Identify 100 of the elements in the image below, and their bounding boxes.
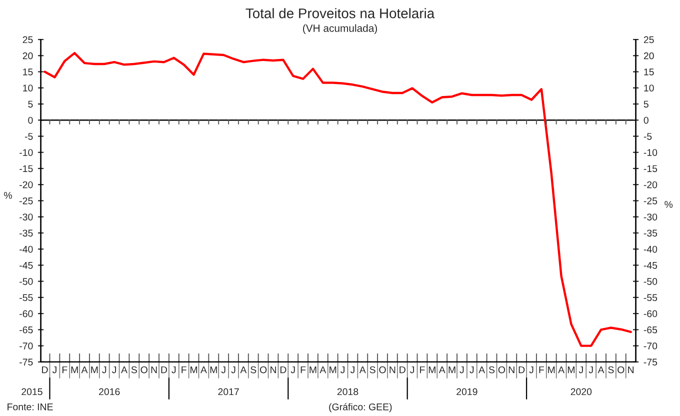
x-tick-label: D xyxy=(161,366,168,374)
x-tick-label: J xyxy=(410,366,414,374)
x-tick-label: M xyxy=(330,366,336,374)
text: 2019 xyxy=(456,388,478,396)
x-tick-label: A xyxy=(558,366,565,374)
y-tick-label: 25 xyxy=(22,36,33,44)
y2-tick-label: -10 xyxy=(644,149,658,156)
y2-tick-label: 10 xyxy=(644,84,654,92)
x-tick-label: J xyxy=(588,366,593,374)
y-tick-label: -60 xyxy=(20,310,33,318)
y-tick-label: -10 xyxy=(20,149,33,156)
x-tick-label: S xyxy=(488,366,495,374)
y2-tick-label: 20 xyxy=(644,52,654,60)
x-tick-label: A xyxy=(598,366,604,374)
y2-tick-label: 0 xyxy=(644,116,648,124)
x-tick-label: F xyxy=(420,366,425,374)
y2-tick-label: -55 xyxy=(644,294,658,302)
x-tick-label: J xyxy=(470,366,474,374)
x-tick-label: M xyxy=(210,366,217,374)
x-tick-label: M xyxy=(548,366,555,374)
chart-subtitle: (VH acumulada) xyxy=(303,24,377,34)
x-tick-label: N xyxy=(508,366,514,374)
x-tick-label: A xyxy=(320,366,326,374)
x-tick-label: J xyxy=(578,366,583,374)
x-tick-label: J xyxy=(231,366,236,374)
text: 2015 xyxy=(22,388,42,396)
y-tick-label: 15 xyxy=(23,68,33,76)
text: 2020 xyxy=(570,388,592,396)
y-tick-label: 5 xyxy=(28,100,33,108)
y-tick-label: -25 xyxy=(20,197,33,204)
x-tick-label: F xyxy=(300,366,306,374)
y-tick-label: -50 xyxy=(20,278,33,285)
y2-tick-label: -15 xyxy=(644,165,658,172)
y2-tick-label: -35 xyxy=(644,230,658,237)
x-tick-label: A xyxy=(240,366,247,374)
y-tick-label: -5 xyxy=(24,133,33,140)
x-tick-label: S xyxy=(131,366,137,374)
x-tick-label: F xyxy=(182,366,186,374)
y2-tick-label: -20 xyxy=(644,181,658,188)
y2-tick-label: -65 xyxy=(644,326,658,334)
x-tick-label: O xyxy=(379,366,386,374)
x-tick-label: J xyxy=(460,366,464,374)
chart-title: Total de Proveitos na Hotelaria xyxy=(246,8,435,18)
x-tick-label: J xyxy=(102,366,106,374)
x-tick-label: J xyxy=(290,366,295,374)
x-tick-label: N xyxy=(270,366,276,374)
y2-tick-label: -40 xyxy=(644,246,658,253)
x-tick-label: A xyxy=(359,366,366,374)
x-tick-label: A xyxy=(438,366,446,374)
x-tick-label: A xyxy=(81,366,88,374)
x-tick-label: O xyxy=(618,366,624,374)
x-tick-label: D xyxy=(518,366,525,374)
line-series xyxy=(44,52,632,347)
y2-tick-label: -30 xyxy=(644,214,658,220)
x-tick-label: J xyxy=(52,366,56,374)
x-tick-label: F xyxy=(539,366,544,374)
y-tick-label: -35 xyxy=(20,230,33,237)
y2-tick-label: -70 xyxy=(644,342,658,350)
x-tick-label: J xyxy=(350,366,354,374)
x-tick-label: M xyxy=(190,366,198,374)
y-axis-title: % xyxy=(4,192,12,199)
y-tick-label: -55 xyxy=(20,294,33,302)
y2-tick-label: 15 xyxy=(644,68,654,76)
x-tick-label: M xyxy=(428,366,436,374)
x-tick-label: O xyxy=(498,366,506,374)
y-tick-label: -65 xyxy=(20,326,33,334)
y2-axis-title: % xyxy=(664,201,673,208)
text: 2017 xyxy=(218,388,239,396)
source-note: Fonte: INE xyxy=(8,404,53,410)
text: (Gráfico: GEE) xyxy=(329,403,392,412)
x-tick-label: D xyxy=(42,366,48,374)
x-tick-label: F xyxy=(62,366,68,374)
y-tick-label: -70 xyxy=(20,342,33,350)
x-tick-label: S xyxy=(370,366,376,374)
y-tick-label: -75 xyxy=(20,358,33,366)
x-tick-label: M xyxy=(71,366,78,374)
y2-tick-label: -45 xyxy=(644,262,658,269)
y2-tick-label: -5 xyxy=(644,133,652,140)
y2-tick-label: -50 xyxy=(644,278,658,285)
x-tick-label: M xyxy=(568,366,574,374)
x-tick-label: M xyxy=(310,366,316,374)
x-tick-label: N xyxy=(628,366,634,374)
x-tick-label: J xyxy=(221,366,226,374)
y-tick-label: 0 xyxy=(28,116,33,124)
x-tick-label: N xyxy=(390,366,396,374)
text: 2016 xyxy=(99,388,120,396)
x-tick-label: M xyxy=(448,366,456,374)
x-tick-label: A xyxy=(121,366,128,374)
x-tick-label: J xyxy=(172,366,176,374)
y2-tick-label: 25 xyxy=(644,36,654,44)
y-tick-label: -45 xyxy=(20,262,33,269)
x-tick-label: J xyxy=(112,366,116,374)
x-tick-label: N xyxy=(151,366,157,374)
x-tick-label: J xyxy=(340,366,344,374)
x-tick-label: D xyxy=(280,366,286,374)
y-tick-label: -15 xyxy=(20,165,33,172)
x-tick-label: A xyxy=(200,366,207,374)
text: 2018 xyxy=(337,388,358,396)
x-tick-label: J xyxy=(529,366,534,374)
x-tick-label: O xyxy=(260,366,267,374)
